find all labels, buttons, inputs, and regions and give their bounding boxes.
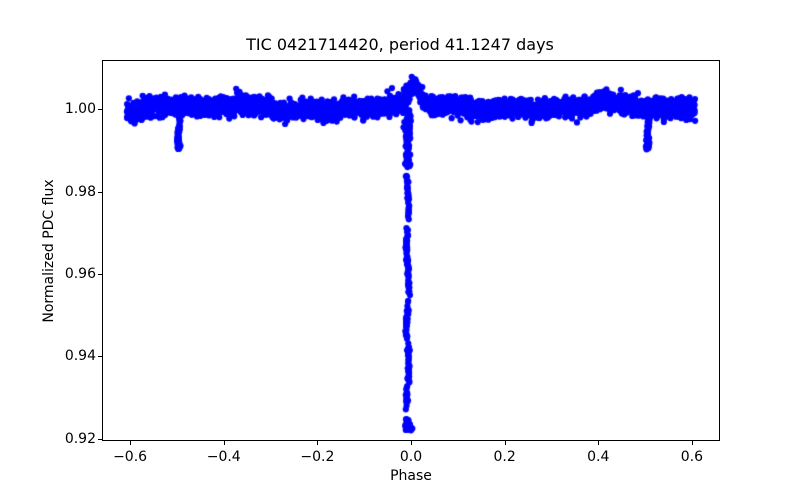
chart-title: TIC 0421714420, period 41.1247 days [246, 35, 554, 54]
x-tick-label: −0.6 [113, 449, 148, 465]
x-tick-mark [504, 441, 506, 445]
x-tick-label: −0.2 [300, 449, 335, 465]
x-tick-mark [223, 441, 225, 445]
x-tick-mark [598, 441, 600, 445]
y-tick-mark [98, 356, 102, 358]
x-tick-label: 0.0 [399, 449, 423, 465]
x-tick-mark [691, 441, 693, 445]
y-axis-label: Normalized PDC flux [41, 178, 57, 323]
x-tick-mark [411, 441, 412, 445]
y-tick-mark [98, 191, 102, 193]
y-tick-label: 0.96 [64, 266, 96, 282]
x-tick-label: 0.6 [680, 449, 704, 465]
y-tick-mark [98, 109, 102, 111]
x-axis-label: Phase [390, 468, 432, 484]
y-tick-mark [98, 274, 102, 275]
axes-frame [102, 60, 720, 441]
y-tick-label: 0.94 [64, 348, 96, 365]
x-tick-label: 0.4 [587, 449, 610, 465]
x-tick-mark [317, 441, 319, 445]
x-tick-label: −0.4 [206, 449, 241, 465]
y-tick-label: 0.92 [64, 430, 96, 447]
y-tick-mark [98, 438, 102, 440]
y-tick-label: 0.98 [64, 183, 96, 200]
x-tick-label: 0.2 [493, 449, 516, 465]
x-tick-mark [130, 441, 132, 445]
y-tick-label: 1.00 [64, 101, 96, 118]
